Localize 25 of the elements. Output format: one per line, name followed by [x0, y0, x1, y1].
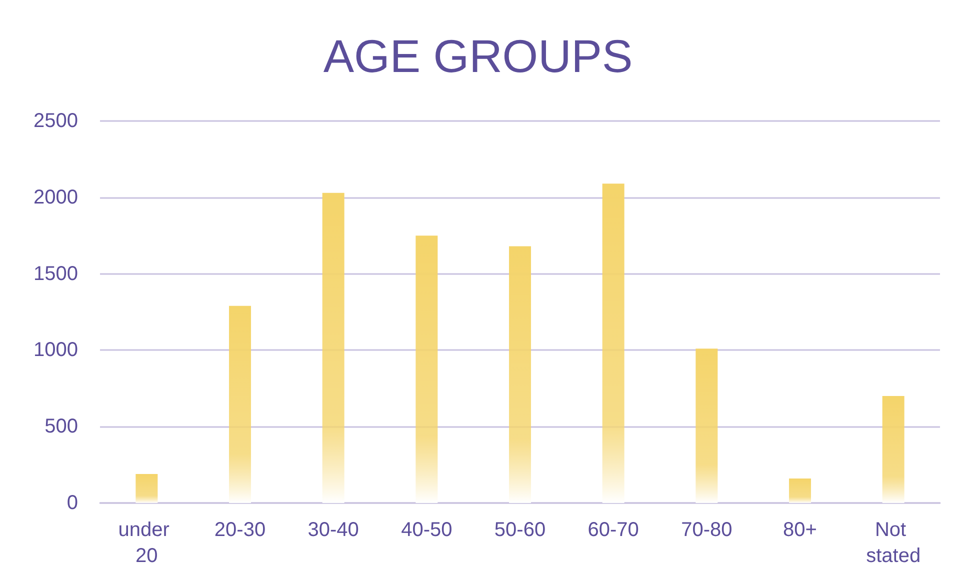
x-tick-label: 30-40 [308, 519, 359, 541]
x-tick-label: 60-70 [588, 519, 639, 541]
bar [789, 478, 811, 503]
y-tick-label: 1000 [34, 339, 78, 362]
bar [696, 348, 718, 503]
chart-title: AGE GROUPS [323, 30, 633, 82]
y-tick-label: 500 [44, 416, 78, 438]
y-tick-label: 1500 [34, 262, 78, 285]
y-tick-label: 2500 [34, 110, 78, 132]
x-tick-label: Not stated [866, 519, 921, 567]
x-tick-label: 50-60 [494, 519, 546, 541]
y-tick-label: 2000 [34, 186, 78, 208]
bar [416, 236, 438, 503]
x-tick-label: 80+ [783, 519, 817, 541]
y-tick-label: 0 [66, 492, 78, 514]
x-tick-label: under 20 [118, 519, 176, 567]
x-tick-label: 20-30 [214, 519, 266, 541]
bar [882, 396, 904, 503]
bar [602, 184, 624, 503]
x-tick-label: 40-50 [401, 519, 452, 541]
bar [136, 474, 158, 503]
x-tick-label: 70-80 [681, 519, 732, 541]
bar [229, 306, 251, 503]
bar [509, 246, 531, 503]
bar [322, 192, 344, 503]
